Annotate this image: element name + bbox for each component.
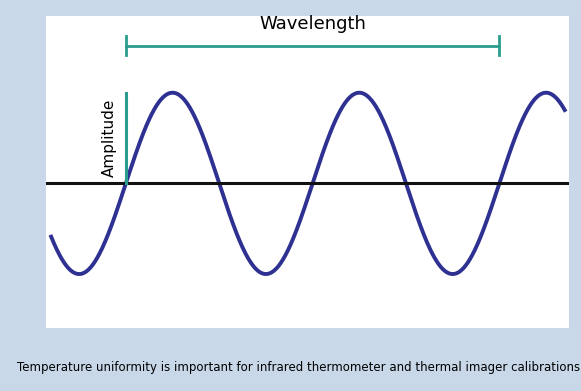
Text: Temperature uniformity is important for infrared thermometer and thermal imager : Temperature uniformity is important for … xyxy=(17,361,581,374)
Text: Amplitude: Amplitude xyxy=(102,99,117,177)
Text: Wavelength: Wavelength xyxy=(259,15,366,33)
